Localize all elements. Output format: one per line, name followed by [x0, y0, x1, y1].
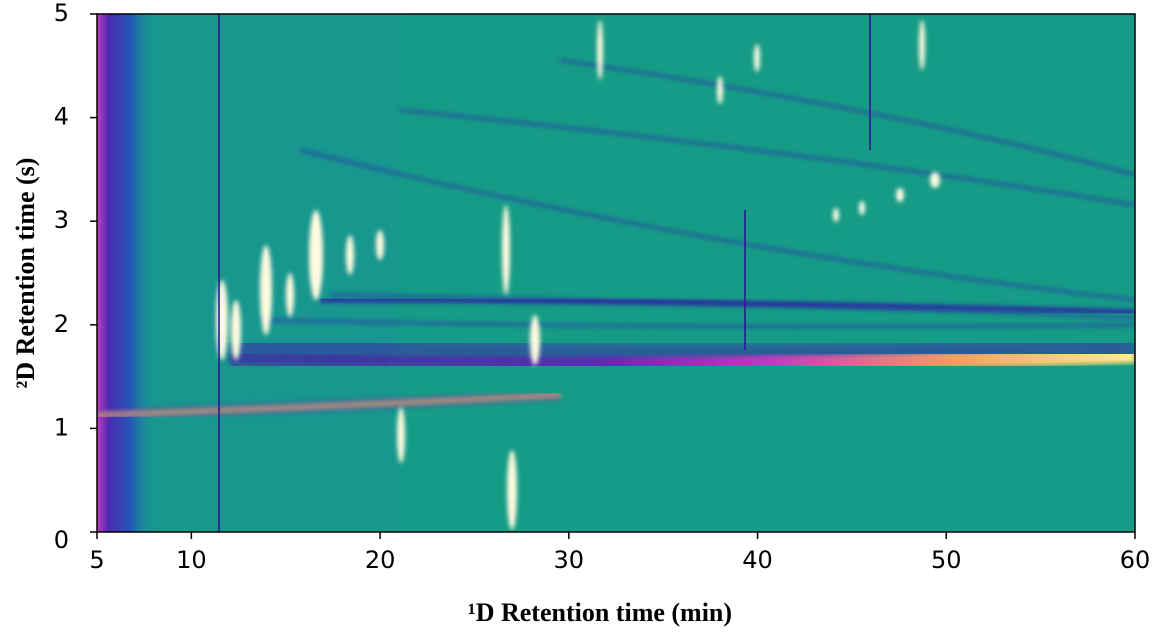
y-axis-title: ²D Retention time (s) [11, 158, 40, 389]
y-tick-label: 2 [54, 310, 69, 338]
x-tick-label: 60 [1120, 546, 1151, 574]
heatmap-image [97, 14, 1135, 532]
y-tick-label: 0 [54, 526, 69, 554]
y-tick-label: 5 [54, 0, 69, 27]
x-tick-label: 40 [742, 546, 773, 574]
x-tick-label: 30 [554, 546, 585, 574]
x-tick-label: 10 [176, 546, 207, 574]
x-tick-label: 50 [931, 546, 962, 574]
y-tick-label: 1 [54, 413, 69, 441]
x-axis-title: ¹D Retention time (min) [468, 598, 732, 627]
plot-frame [96, 13, 1136, 533]
x-tick-label: 20 [365, 546, 396, 574]
x-tick-label: 5 [89, 546, 104, 574]
y-tick-label: 4 [54, 103, 69, 131]
y-tick-label: 3 [54, 206, 69, 234]
